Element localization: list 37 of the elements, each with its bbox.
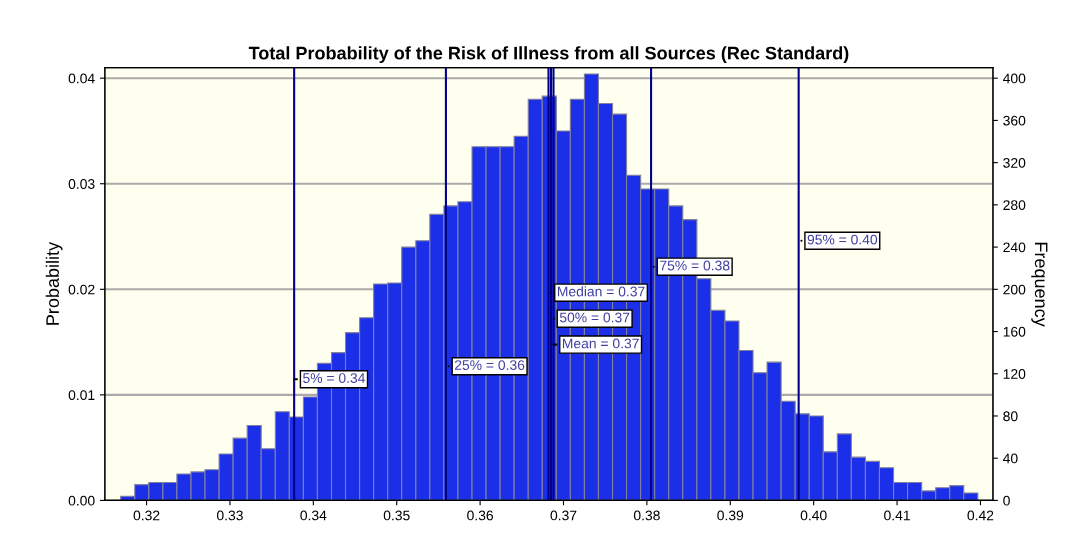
y2-tick-label: 400 bbox=[1003, 73, 1026, 84]
y-tick-label: 0.02 bbox=[68, 284, 95, 295]
x-tick-label: 0.37 bbox=[550, 510, 577, 521]
y2-tick-label: 40 bbox=[1003, 453, 1018, 464]
x-tick-label: 0.42 bbox=[967, 510, 994, 521]
y2-tick-label: 280 bbox=[1003, 200, 1026, 211]
y2-tick-label: 120 bbox=[1003, 369, 1026, 379]
x-tick-label: 0.32 bbox=[133, 510, 160, 521]
y2-axis-title: Frequency bbox=[1031, 242, 1048, 327]
ref-line-label: 25% = 0.36 bbox=[454, 360, 525, 370]
y2-tick-label: 240 bbox=[1003, 242, 1026, 253]
y-tick-label: 0.01 bbox=[68, 390, 95, 401]
y-tick-label: 0.03 bbox=[68, 179, 95, 189]
x-tick-label: 0.40 bbox=[800, 510, 827, 521]
ref-line-label: 95% = 0.40 bbox=[807, 234, 878, 245]
y2-tick-label: 320 bbox=[1003, 157, 1026, 168]
y-tick-label: 0.04 bbox=[68, 73, 95, 84]
x-tick-label: 0.36 bbox=[467, 510, 494, 521]
chart-title: Total Probability of the Risk of Illness from all Sources (Rec Standard) bbox=[248, 46, 849, 64]
ref-line-label: 5% = 0.34 bbox=[303, 373, 366, 383]
x-tick-label: 0.41 bbox=[884, 510, 910, 521]
ref-line-label: Mean = 0.37 bbox=[562, 338, 639, 349]
ref-line-label: 75% = 0.38 bbox=[660, 260, 730, 271]
y2-tick-label: 360 bbox=[1003, 115, 1026, 126]
y2-tick-label: 0 bbox=[1003, 495, 1010, 506]
x-tick-label: 0.39 bbox=[717, 510, 744, 521]
x-tick-label: 0.38 bbox=[633, 510, 660, 521]
x-tick-label: 0.35 bbox=[383, 510, 410, 521]
ref-line-label: 50% = 0.37 bbox=[559, 312, 630, 323]
y-tick-label: 0.00 bbox=[68, 495, 95, 506]
x-tick-label: 0.34 bbox=[300, 510, 327, 521]
y-axis-title: Probability bbox=[45, 241, 63, 325]
y2-tick-label: 80 bbox=[1003, 411, 1018, 422]
y2-tick-label: 200 bbox=[1003, 284, 1026, 295]
x-tick-label: 0.33 bbox=[216, 510, 243, 521]
y2-tick-label: 160 bbox=[1003, 326, 1026, 337]
ref-line-label: Median = 0.37 bbox=[557, 286, 645, 297]
